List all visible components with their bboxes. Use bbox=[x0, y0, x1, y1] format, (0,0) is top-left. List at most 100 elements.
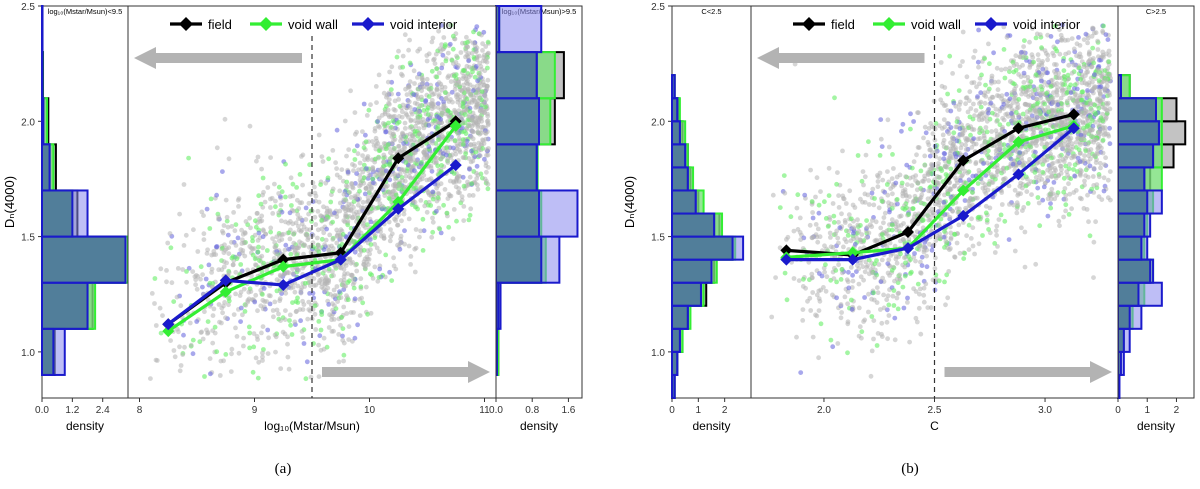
scatter-point bbox=[476, 141, 481, 146]
scatter-point bbox=[430, 216, 435, 221]
scatter-point bbox=[1095, 39, 1100, 44]
scatter-point bbox=[387, 177, 392, 182]
scatter-point bbox=[1096, 47, 1101, 52]
scatter-point bbox=[272, 240, 277, 245]
scatter-point bbox=[1014, 211, 1019, 216]
scatter-point bbox=[943, 103, 948, 108]
scatter-point bbox=[445, 108, 450, 113]
scatter-point bbox=[291, 182, 296, 187]
scatter-point bbox=[461, 155, 466, 160]
scatter-point bbox=[272, 245, 277, 250]
scatter-point bbox=[377, 73, 382, 78]
scatter-point bbox=[994, 224, 999, 229]
scatter-point bbox=[1061, 215, 1066, 220]
scatter-point bbox=[892, 303, 897, 308]
scatter-point bbox=[1091, 174, 1096, 179]
scatter-point bbox=[459, 88, 464, 93]
scatter-point bbox=[1039, 79, 1044, 84]
scatter-point bbox=[1108, 169, 1113, 174]
scatter-point bbox=[295, 300, 300, 305]
scatter-point bbox=[380, 113, 385, 118]
scatter-point bbox=[323, 278, 328, 283]
scatter-point bbox=[408, 262, 413, 267]
scatter-point bbox=[430, 190, 435, 195]
scatter-point bbox=[417, 132, 422, 137]
scatter-point bbox=[471, 30, 476, 35]
scatter-point bbox=[254, 159, 259, 164]
scatter-point bbox=[158, 266, 163, 271]
histogram-overlap-bar bbox=[42, 52, 43, 98]
scatter-point bbox=[253, 218, 258, 223]
scatter-point bbox=[919, 192, 924, 197]
scatter-point bbox=[172, 348, 177, 353]
scatter-point bbox=[834, 295, 839, 300]
scatter-point bbox=[400, 109, 405, 114]
scatter-point bbox=[922, 300, 927, 305]
scatter-point bbox=[1062, 68, 1067, 73]
scatter-point bbox=[1018, 191, 1023, 196]
scatter-point bbox=[229, 369, 234, 374]
scatter-point bbox=[281, 330, 286, 335]
scatter-point bbox=[800, 318, 805, 323]
scatter-point bbox=[283, 162, 288, 167]
scatter-point bbox=[941, 156, 946, 161]
scatter-point bbox=[405, 92, 410, 97]
scatter-point bbox=[205, 207, 210, 212]
scatter-point bbox=[322, 336, 327, 341]
scatter-point bbox=[364, 166, 369, 171]
scatter-point bbox=[265, 248, 270, 253]
scatter-point bbox=[339, 315, 344, 320]
scatter-point bbox=[948, 215, 953, 220]
scatter-point bbox=[400, 65, 405, 70]
scatter-point bbox=[466, 89, 471, 94]
scatter-point bbox=[974, 108, 979, 113]
scatter-point bbox=[271, 314, 276, 319]
scatter-point bbox=[446, 225, 451, 230]
scatter-point bbox=[334, 214, 339, 219]
scatter-point bbox=[301, 335, 306, 340]
scatter-point bbox=[426, 144, 431, 149]
scatter-point bbox=[417, 120, 422, 125]
scatter-point bbox=[465, 64, 470, 69]
scatter-point bbox=[1076, 35, 1081, 40]
scatter-point bbox=[818, 234, 823, 239]
scatter-point bbox=[259, 218, 264, 223]
y-tick-label: 2.5 bbox=[21, 2, 35, 13]
scatter-point bbox=[818, 299, 823, 304]
scatter-point bbox=[299, 154, 304, 159]
scatter-point bbox=[356, 151, 361, 156]
scatter-point bbox=[870, 187, 875, 192]
scatter-point bbox=[337, 289, 342, 294]
scatter-point bbox=[289, 203, 294, 208]
scatter-point bbox=[460, 41, 465, 46]
scatter-point bbox=[353, 296, 358, 301]
scatter-point bbox=[869, 314, 874, 319]
scatter-point bbox=[1012, 82, 1017, 87]
histogram-overlap-bar bbox=[1118, 283, 1138, 306]
scatter-point bbox=[1066, 50, 1071, 55]
scatter-point bbox=[303, 217, 308, 222]
scatter-point bbox=[337, 189, 342, 194]
scatter-point bbox=[338, 235, 343, 240]
scatter-point bbox=[295, 212, 300, 217]
scatter-point bbox=[408, 79, 413, 84]
scatter-point bbox=[887, 313, 892, 318]
scatter-point bbox=[839, 315, 844, 320]
scatter-point bbox=[882, 306, 887, 311]
scatter-point bbox=[1002, 47, 1007, 52]
histogram-overlap-bar bbox=[672, 190, 696, 213]
histogram-overlap-bar bbox=[1118, 121, 1159, 144]
scatter-point bbox=[863, 269, 868, 274]
scatter-point bbox=[368, 271, 373, 276]
scatter-point bbox=[231, 263, 236, 268]
scatter-point bbox=[994, 233, 999, 238]
scatter-point bbox=[209, 197, 214, 202]
x-tick-label: 2 bbox=[722, 405, 728, 416]
scatter-point bbox=[358, 276, 363, 281]
scatter-point bbox=[1106, 37, 1111, 42]
scatter-point bbox=[445, 211, 450, 216]
scatter-point bbox=[188, 321, 193, 326]
histogram-overlap-bar bbox=[672, 214, 714, 237]
scatter-point bbox=[801, 277, 806, 282]
